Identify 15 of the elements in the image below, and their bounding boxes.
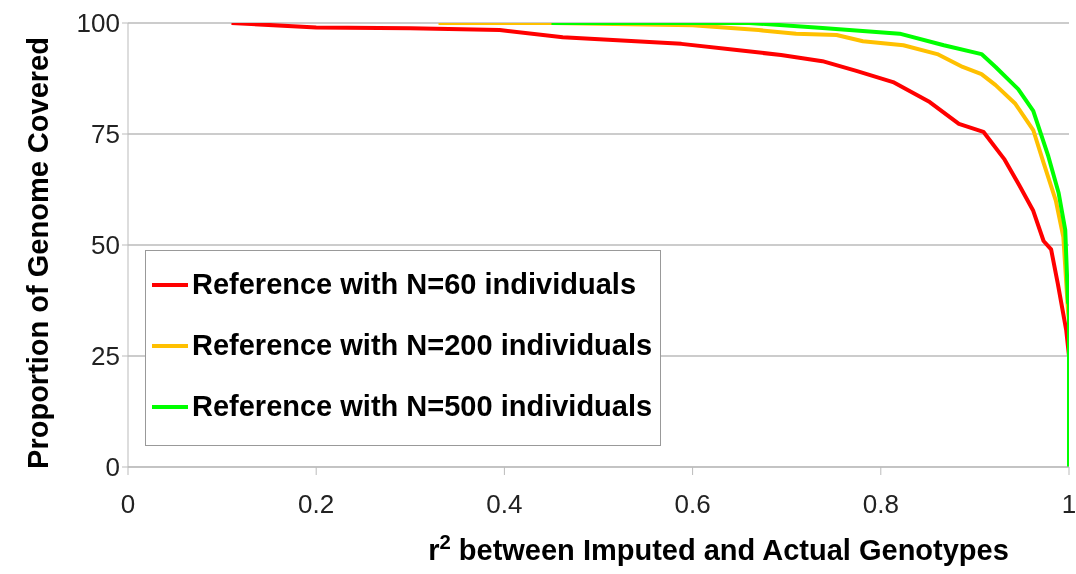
y-axis-title: Proportion of Genome Covered	[22, 37, 54, 469]
x-tick-label: 0.6	[674, 489, 711, 520]
legend-label: Reference with N=500 individuals	[192, 390, 653, 423]
y-tick-label: 50	[91, 230, 120, 261]
y-tick-label: 25	[91, 341, 120, 372]
x-tick-label: 1	[1061, 489, 1076, 520]
y-tick-label: 0	[105, 452, 120, 483]
x-tick-label: 0.4	[486, 489, 523, 520]
x-axis-title: r$^{2}$ between Imputed and Actual Genotypes	[428, 531, 1009, 566]
legend-label: Reference with N=200 individuals	[192, 329, 653, 362]
x-tick-label: 0.2	[298, 489, 335, 520]
legend-label: Reference with N=60 individuals	[192, 268, 637, 301]
y-tick-label: 100	[76, 8, 120, 39]
y-tick-label: 75	[91, 119, 120, 150]
x-tick-label: 0.8	[862, 489, 899, 520]
